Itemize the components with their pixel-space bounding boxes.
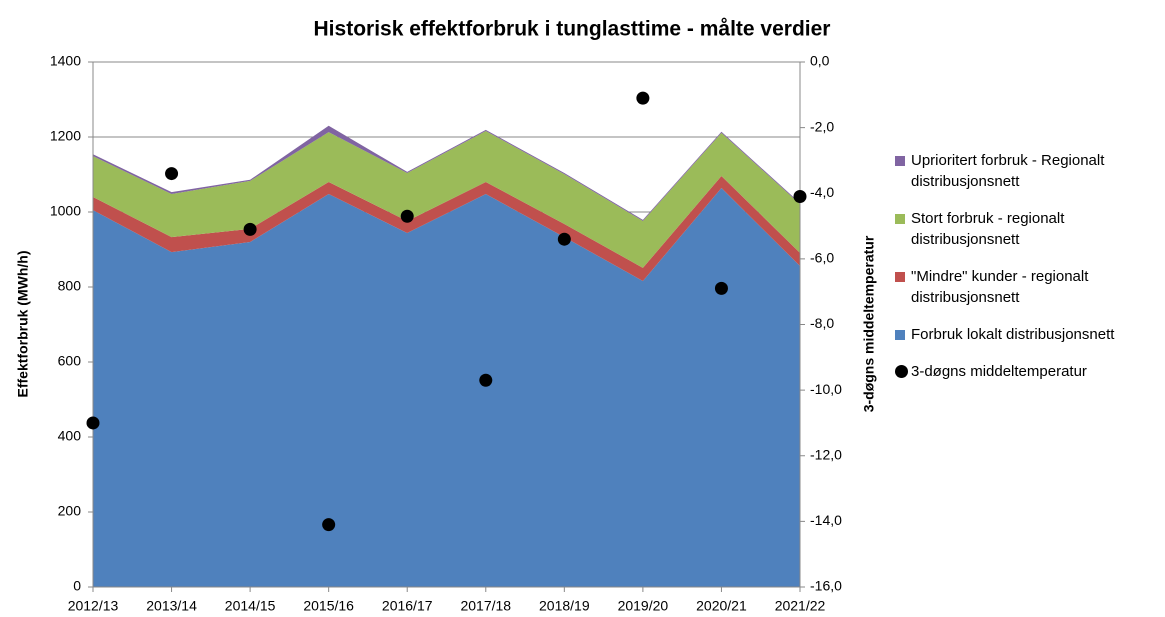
legend-swatch — [895, 156, 905, 166]
point — [636, 91, 650, 105]
y2-tick-label: -10,0 — [810, 381, 842, 397]
y-tick-label: 600 — [58, 353, 82, 369]
y2-tick-label: -14,0 — [810, 512, 842, 528]
legend: Uprioritert forbruk - Regionalt distribu… — [895, 150, 1145, 398]
area — [93, 131, 800, 268]
y-tick-label: 1400 — [50, 53, 81, 69]
point — [165, 167, 179, 181]
point — [243, 222, 257, 236]
x-tick-label: 2015/16 — [303, 598, 354, 614]
point — [557, 232, 571, 246]
y-axis-title: Effektforbruk (MWh/h) — [15, 251, 31, 398]
x-tick-label: 2018/19 — [539, 598, 590, 614]
area — [93, 176, 800, 281]
legend-item: Uprioritert forbruk - Regionalt distribu… — [895, 150, 1145, 192]
point — [322, 518, 336, 532]
y2-tick-label: -12,0 — [810, 446, 842, 462]
x-tick-label: 2021/22 — [775, 598, 826, 614]
point — [714, 281, 728, 295]
legend-item: "Mindre" kunder - regionalt distribusjon… — [895, 266, 1145, 308]
legend-label: Forbruk lokalt distribusjonsnett — [911, 326, 1115, 343]
y-tick-label: 400 — [58, 428, 82, 444]
point — [86, 416, 100, 430]
y-tick-label: 200 — [58, 503, 82, 519]
legend-item: Forbruk lokalt distribusjonsnett — [895, 324, 1145, 345]
y-tick-label: 800 — [58, 278, 82, 294]
legend-label: Stort forbruk - regionalt distribusjonsn… — [911, 210, 1065, 248]
y-tick-label: 1200 — [50, 128, 81, 144]
point — [793, 190, 807, 204]
legend-swatch — [895, 272, 905, 282]
legend-label: 3-døgns middeltemperatur — [911, 363, 1087, 380]
y-tick-label: 0 — [73, 578, 81, 594]
x-tick-label: 2012/13 — [68, 598, 119, 614]
x-tick-label: 2019/20 — [618, 598, 669, 614]
x-tick-label: 2020/21 — [696, 598, 747, 614]
legend-item: 3-døgns middeltemperatur — [895, 361, 1145, 382]
x-tick-label: 2014/15 — [225, 598, 276, 614]
legend-label: Uprioritert forbruk - Regionalt distribu… — [911, 152, 1105, 190]
legend-label: "Mindre" kunder - regionalt distribusjon… — [911, 268, 1089, 306]
y2-tick-label: -4,0 — [810, 184, 834, 200]
legend-swatch — [895, 214, 905, 224]
point — [479, 373, 493, 387]
chart-title: Historisk effektforbruk i tunglasttime -… — [314, 18, 831, 41]
y-tick-label: 1000 — [50, 203, 81, 219]
y2-tick-label: -16,0 — [810, 578, 842, 594]
legend-swatch — [895, 365, 908, 378]
area — [93, 188, 800, 587]
x-tick-label: 2016/17 — [382, 598, 433, 614]
y2-tick-label: -8,0 — [810, 315, 834, 331]
point — [400, 209, 414, 223]
y2-tick-label: -2,0 — [810, 118, 834, 134]
y2-tick-label: -6,0 — [810, 250, 834, 266]
x-tick-label: 2013/14 — [146, 598, 197, 614]
y2-axis-title: 3-døgns middeltemperatur — [861, 235, 877, 412]
y2-tick-label: 0,0 — [810, 53, 830, 69]
legend-swatch — [895, 330, 905, 340]
legend-item: Stort forbruk - regionalt distribusjonsn… — [895, 208, 1145, 250]
x-tick-label: 2017/18 — [460, 598, 511, 614]
